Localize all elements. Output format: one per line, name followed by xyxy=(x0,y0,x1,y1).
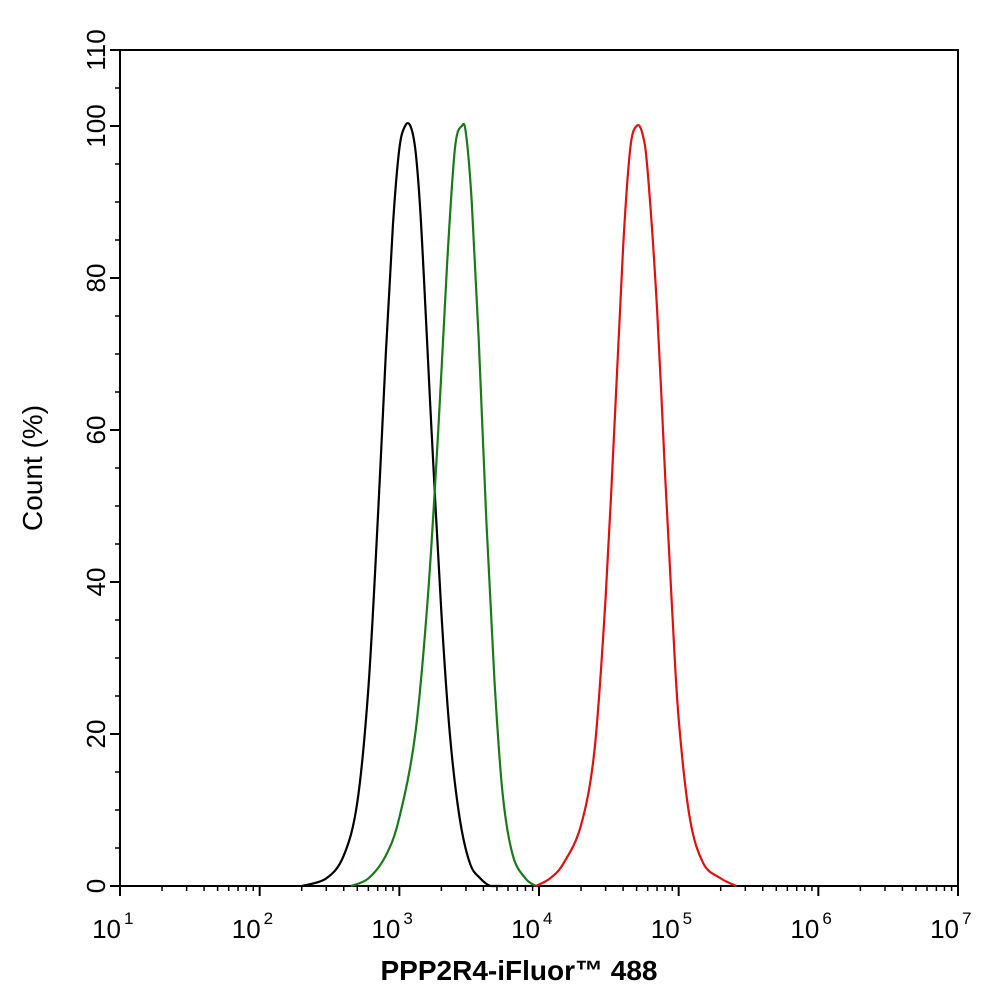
x-tick-exponent: 6 xyxy=(822,909,831,928)
x-tick-exponent: 3 xyxy=(403,909,412,928)
y-tick-label: 80 xyxy=(81,264,111,293)
x-tick-exponent: 5 xyxy=(683,909,692,928)
x-tick-label: 10 xyxy=(232,914,261,944)
y-tick-label: 60 xyxy=(81,416,111,445)
histogram-series xyxy=(301,122,738,888)
x-tick-label: 10 xyxy=(92,914,121,944)
series-line-2 xyxy=(350,122,537,888)
y-tick-label: 0 xyxy=(81,879,111,893)
y-tick-label: 40 xyxy=(81,568,111,597)
y-tick-label: 20 xyxy=(81,720,111,749)
x-tick-label: 10 xyxy=(930,914,959,944)
x-tick-label: 10 xyxy=(511,914,540,944)
plot-frame xyxy=(119,49,959,887)
series-line-3 xyxy=(535,124,738,888)
x-tick-exponent: 2 xyxy=(264,909,273,928)
x-tick-label: 10 xyxy=(651,914,680,944)
y-axis-title: Count (%) xyxy=(17,405,48,531)
x-axis-ticks: 10 1 10 2 10 3 10 4 10 5 10 6 10 7 xyxy=(92,886,971,944)
x-axis-title: PPP2R4-iFluor™ 488 xyxy=(381,955,658,986)
y-tick-label: 110 xyxy=(81,29,111,70)
y-axis-ticks: 0 20 40 60 80 100 110 xyxy=(81,29,120,893)
x-tick-label: 10 xyxy=(790,914,819,944)
x-tick-exponent: 7 xyxy=(962,909,971,928)
x-tick-exponent: 1 xyxy=(124,909,133,928)
x-tick-exponent: 4 xyxy=(543,909,552,928)
y-tick-label: 100 xyxy=(81,104,111,147)
x-tick-label: 10 xyxy=(371,914,400,944)
series-line-1 xyxy=(301,122,503,888)
